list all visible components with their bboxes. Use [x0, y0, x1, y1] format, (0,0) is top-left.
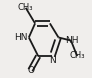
Text: O: O [28, 66, 35, 75]
Text: N: N [49, 56, 56, 65]
Text: NH: NH [65, 36, 78, 45]
Text: CH₃: CH₃ [17, 3, 33, 12]
Text: HN: HN [14, 33, 28, 42]
Text: CH₃: CH₃ [70, 51, 85, 60]
